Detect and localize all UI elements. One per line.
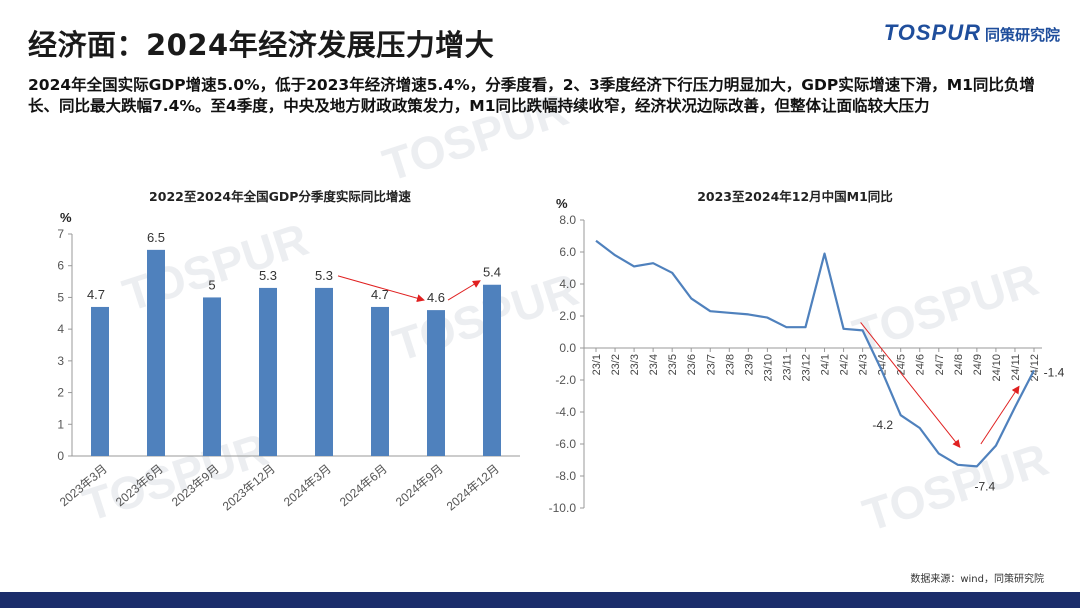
logo-cn: 同策研究院: [984, 27, 1060, 44]
line-x-tick-label: 23/1: [591, 354, 603, 375]
line-x-tick-label: 23/7: [705, 354, 717, 375]
line-x-tick-label: 24/10: [991, 354, 1003, 382]
line-y-tick-label: -8.0: [555, 469, 576, 483]
bar-x-tick-label: 2023年12月: [220, 462, 278, 514]
summary-text: 2024年全国实际GDP增速5.0%，低于2023年经济增速5.4%，分季度看，…: [28, 76, 1035, 115]
line-x-tick-label: 23/9: [743, 354, 755, 375]
bar-data-label: 4.7: [371, 287, 389, 302]
line-y-tick-label: 2.0: [559, 309, 576, 323]
line-x-tick-label: 24/7: [934, 354, 946, 375]
bar-y-tick-label: 2: [57, 386, 64, 400]
line-chart-title: 2023至2024年12月中国M1同比: [697, 189, 893, 204]
line-x-tick-label: 24/5: [896, 354, 908, 375]
line-x-tick-label: 24/11: [1010, 354, 1022, 381]
bar-y-tick-label: 0: [57, 449, 64, 463]
line-x-tick-label: 23/8: [724, 354, 736, 375]
line-x-tick-label: 23/3: [629, 354, 641, 375]
data-source: 数据来源：wind，同策研究院: [910, 574, 1044, 585]
line-x-tick-label: 24/8: [953, 354, 965, 375]
bar: [91, 306, 109, 456]
line-y-tick-label: -6.0: [555, 437, 576, 451]
line-x-tick-label: 23/12: [800, 354, 812, 382]
bar-x-tick-label: 2023年3月: [57, 462, 110, 510]
bar: [259, 287, 277, 456]
line-data-label: -7.4: [975, 479, 996, 493]
bar: [147, 249, 165, 456]
page-title: 经济面：2024年经济发展压力增大: [28, 28, 495, 62]
brand-logo: TOSPUR 同策研究院: [884, 20, 1060, 46]
gdp-bar-chart: % 0 1 2 3 4 5 6 7 4.7 2023年3月 6.5 2023年6月 5 2023年9月 5.…: [57, 210, 520, 514]
bar: [483, 284, 501, 456]
bar: [203, 297, 221, 456]
trend-arrow-up: [447, 280, 481, 301]
bar-x-tick-label: 2024年3月: [281, 462, 334, 510]
trend-arrow-down: [860, 322, 961, 448]
bar-data-label: 5: [208, 277, 215, 292]
bar-data-label: 5.4: [483, 265, 501, 280]
line-y-tick-label: 8.0: [559, 213, 576, 227]
bar-x-tick-label: 2023年9月: [169, 462, 222, 510]
bar-chart-title: 2022至2024年全国GDP分季度实际同比增速: [149, 189, 411, 204]
bar-x-tick-label: 2024年9月: [393, 462, 446, 510]
footer-bar: [0, 592, 1080, 608]
bar: [371, 306, 389, 456]
line-y-tick-label: 6.0: [559, 245, 576, 259]
bar-y-tick-label: 6: [57, 259, 64, 273]
bar-y-tick-label: 4: [57, 322, 64, 336]
line-x-tick-label: 24/3: [858, 354, 870, 375]
logo-brand: TOSPUR: [883, 20, 981, 45]
bar-chart-ylabel: %: [60, 210, 72, 225]
line-y-tick-label: -2.0: [555, 373, 576, 387]
line-y-tick-label: -10.0: [549, 501, 577, 515]
bar-x-tick-label: 2024年12月: [444, 462, 502, 514]
bar-data-label: 6.5: [147, 230, 165, 245]
line-x-tick-label: 23/2: [610, 354, 622, 375]
line-y-tick-label: 0.0: [559, 341, 576, 355]
line-x-tick-label: 24/1: [820, 354, 832, 375]
line-x-tick-label: 23/6: [686, 354, 698, 375]
line-x-tick-label: 23/11: [781, 354, 793, 381]
line-x-tick-label: 24/2: [839, 354, 851, 375]
trend-arrow-up: [980, 385, 1020, 445]
m1-line-chart: % 8.0 6.0 4.0 2.0 0.0 -2.0 -4.0 -6.0 -8.0 -10.0 23…: [549, 196, 1065, 515]
line-x-tick-label: 23/4: [648, 354, 660, 375]
m1-series-line: [595, 239, 1035, 468]
bar-data-label: 4.6: [427, 290, 445, 305]
trend-arrow-down: [337, 275, 425, 303]
bar-y-tick-label: 3: [57, 354, 64, 368]
bar-data-label: 4.7: [87, 287, 105, 302]
bar-x-tick-label: 2024年6月: [337, 462, 390, 510]
line-y-tick-label: -4.0: [555, 405, 576, 419]
line-x-tick-label: 24/9: [972, 354, 984, 375]
bar: [427, 310, 445, 456]
bar-y-tick-label: 7: [57, 227, 64, 241]
line-x-tick-label: 24/4: [877, 354, 889, 375]
bar-y-tick-label: 1: [57, 417, 64, 431]
line-x-tick-label: 23/5: [667, 354, 679, 375]
bar-y-tick-label: 5: [57, 290, 64, 304]
line-y-tick-label: 4.0: [559, 277, 576, 291]
line-x-tick-label: 23/10: [762, 354, 774, 382]
line-data-label: -4.2: [872, 418, 893, 432]
line-chart-ylabel: %: [556, 196, 568, 211]
bar: [315, 287, 333, 456]
bar-data-label: 5.3: [315, 268, 333, 283]
bar-data-label: 5.3: [259, 268, 277, 283]
line-data-label: -1.4: [1044, 365, 1065, 379]
line-x-tick-label: 24/6: [915, 354, 927, 375]
bar-x-tick-label: 2023年6月: [113, 462, 166, 510]
